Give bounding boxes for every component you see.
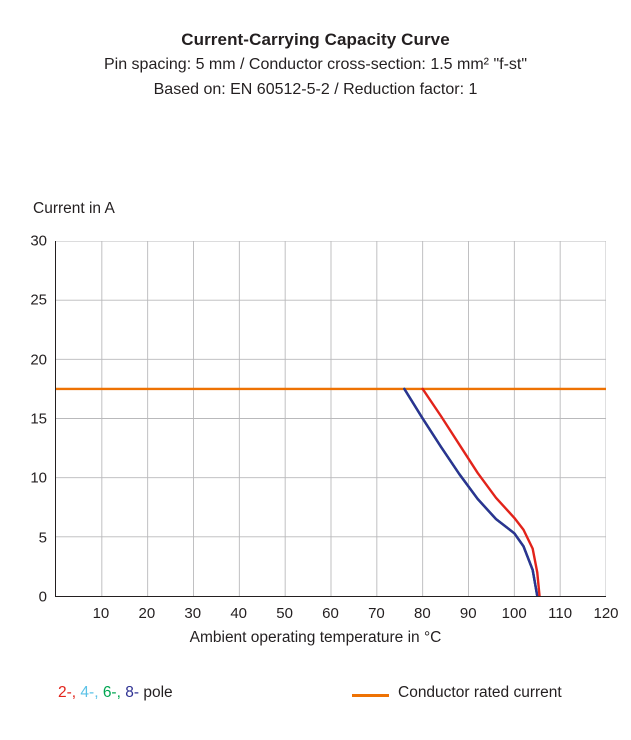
x-tick-label: 70 <box>368 605 385 622</box>
chart-title: Current-Carrying Capacity Curve <box>181 30 450 49</box>
legend-rated-current-swatch <box>352 694 389 697</box>
y-tick-label: 20 <box>30 351 47 369</box>
legend-rated-current-label: Conductor rated current <box>398 684 562 701</box>
x-tick-label: 110 <box>548 605 573 622</box>
y-tick-label: 0 <box>38 588 47 606</box>
x-tick-label: 90 <box>459 605 477 622</box>
legend-pole-suffix: pole <box>139 684 173 701</box>
legend-8-pole: 8- <box>125 684 140 701</box>
legend-6-pole: 6-, <box>102 684 126 701</box>
y-axis-caption: Current in A <box>33 200 115 217</box>
x-axis-caption: Ambient operating temperature in °C <box>189 629 442 646</box>
x-tick-label: 20 <box>138 605 156 622</box>
x-tick-label: 120 <box>593 605 619 622</box>
plot-canvas <box>56 241 606 596</box>
plot-area <box>55 241 606 597</box>
y-tick-label: 10 <box>30 469 47 487</box>
x-tick-label: 50 <box>276 605 293 622</box>
legend-4-pole: 4-, <box>80 684 103 701</box>
x-tick-label: 60 <box>322 605 339 622</box>
chart-titles: Current-Carrying Capacity Curve Pin spac… <box>0 28 631 102</box>
x-tick-label: 10 <box>92 605 110 622</box>
y-tick-label: 30 <box>30 232 47 250</box>
chart-subtitle-line-1: Pin spacing: 5 mm / Conductor cross-sect… <box>103 56 528 73</box>
y-tick-label: 15 <box>30 410 47 428</box>
chart-legend: 2-, 4-, 6-, 8- pole Conductor rated curr… <box>0 684 631 710</box>
legend-poles: 2-, 4-, 6-, 8- pole <box>58 684 173 702</box>
y-tick-label: 25 <box>30 291 47 309</box>
x-tick-label: 100 <box>501 605 527 622</box>
chart-subtitle-line-2: Based on: EN 60512-5-2 / Reduction facto… <box>153 81 478 98</box>
x-tick-label: 80 <box>413 605 431 622</box>
x-tick-label: 40 <box>230 605 247 622</box>
y-tick-label: 5 <box>38 529 47 547</box>
legend-2-pole: 2-, <box>58 684 81 701</box>
x-tick-label: 30 <box>184 605 202 622</box>
